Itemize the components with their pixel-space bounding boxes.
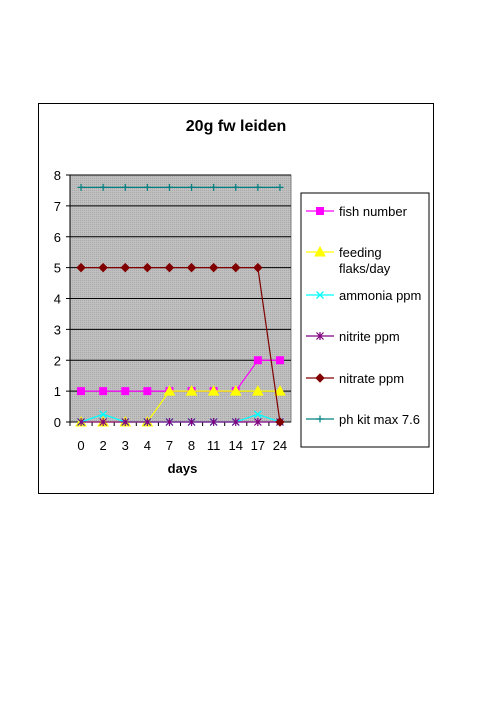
data-point-ammonia-ppm [253, 410, 262, 419]
data-point-ph-kit-max-7-6 [188, 183, 196, 191]
data-point-nitrate-ppm [231, 262, 241, 273]
data-point-nitrate-ppm [275, 417, 285, 427]
x-tick-label: 11 [207, 438, 221, 453]
data-point-feeding-flaks-day [163, 385, 176, 396]
legend-label-ph-kit-max-7-6: ph kit max 7.6 [339, 412, 420, 427]
series-line-nitrate-ppm [81, 267, 281, 423]
x-axis-label: days [167, 461, 198, 476]
y-tick-label: 8 [54, 168, 61, 183]
data-point-fish-number [143, 387, 152, 396]
data-point-nitrite-ppm [99, 418, 108, 426]
data-point-nitrate-ppm [120, 262, 130, 273]
x-tick-label: 4 [144, 438, 151, 453]
data-point-feeding-flaks-day [252, 385, 264, 396]
y-tick-label: 0 [54, 415, 61, 430]
data-point-ph-kit-max-7-6 [143, 183, 151, 191]
data-point-nitrite-ppm [231, 418, 240, 426]
legend-label-ammonia-ppm: ammonia ppm [339, 288, 421, 303]
data-point-fish-number [99, 387, 108, 396]
data-point-nitrate-ppm [186, 262, 197, 273]
data-point-fish-number [275, 356, 284, 365]
data-point-ph-kit-max-7-6 [254, 183, 262, 191]
legend-marker-ph-kit-max-7-6 [316, 415, 324, 423]
data-point-nitrite-ppm [77, 418, 85, 426]
data-point-ph-kit-max-7-6 [232, 183, 240, 191]
legend-label-nitrate-ppm: nitrate ppm [339, 371, 404, 386]
data-point-nitrate-ppm [98, 262, 108, 273]
data-point-nitrate-ppm [142, 262, 153, 273]
y-tick-label: 6 [54, 230, 61, 245]
data-point-ammonia-ppm [99, 410, 108, 419]
x-tick-label: 24 [273, 438, 287, 453]
data-point-nitrite-ppm [253, 418, 262, 426]
x-tick-label: 8 [188, 438, 195, 453]
data-point-ph-kit-max-7-6 [276, 183, 284, 191]
data-point-ph-kit-max-7-6 [165, 183, 173, 191]
data-point-nitrate-ppm [76, 262, 86, 273]
data-point-ph-kit-max-7-6 [99, 183, 107, 191]
x-tick-label: 14 [229, 438, 243, 453]
legend-marker-nitrate-ppm [315, 373, 325, 383]
x-tick-label: 7 [166, 438, 173, 453]
data-point-feeding-flaks-day [229, 385, 242, 396]
data-point-nitrate-ppm [208, 262, 219, 273]
x-tick-label: 0 [77, 438, 84, 453]
x-tick-label: 2 [100, 438, 107, 453]
legend-label-feeding-flaks-day: feeding flaks/day [339, 245, 391, 276]
y-tick-label: 1 [54, 384, 61, 399]
legend-marker-feeding-flaks-day [314, 245, 326, 257]
data-point-nitrite-ppm [143, 418, 152, 426]
chart-title: 20g fw leiden [185, 118, 287, 135]
y-tick-label: 2 [54, 353, 61, 368]
legend-box [300, 192, 430, 448]
x-tick-label: 17 [251, 438, 265, 453]
data-point-nitrate-ppm [164, 262, 175, 273]
x-tick-label: 3 [122, 438, 129, 453]
data-point-nitrate-ppm [253, 262, 263, 273]
data-point-fish-number [253, 356, 262, 365]
y-tick-label: 4 [54, 292, 61, 307]
legend-marker-ammonia-ppm [316, 291, 324, 299]
legend-marker-fish-number [316, 207, 324, 215]
data-point-ph-kit-max-7-6 [210, 183, 218, 191]
y-tick-label: 7 [54, 199, 61, 214]
data-point-feeding-flaks-day [207, 385, 220, 396]
data-point-feeding-flaks-day [274, 385, 286, 396]
data-point-nitrite-ppm [187, 418, 196, 426]
data-point-feeding-flaks-day [185, 385, 198, 396]
data-point-fish-number [121, 387, 130, 396]
data-point-ph-kit-max-7-6 [121, 183, 129, 191]
data-point-nitrite-ppm [165, 418, 174, 426]
y-tick-label: 5 [54, 261, 61, 276]
legend-label-fish-number: fish number [339, 204, 408, 219]
legend-marker-nitrite-ppm [316, 332, 324, 340]
data-point-fish-number [77, 387, 86, 396]
legend-label-nitrite-ppm: nitrite ppm [339, 329, 400, 344]
data-point-ph-kit-max-7-6 [77, 183, 85, 191]
data-point-nitrite-ppm [209, 418, 218, 426]
y-tick-label: 3 [54, 322, 61, 337]
data-point-nitrite-ppm [121, 418, 130, 426]
